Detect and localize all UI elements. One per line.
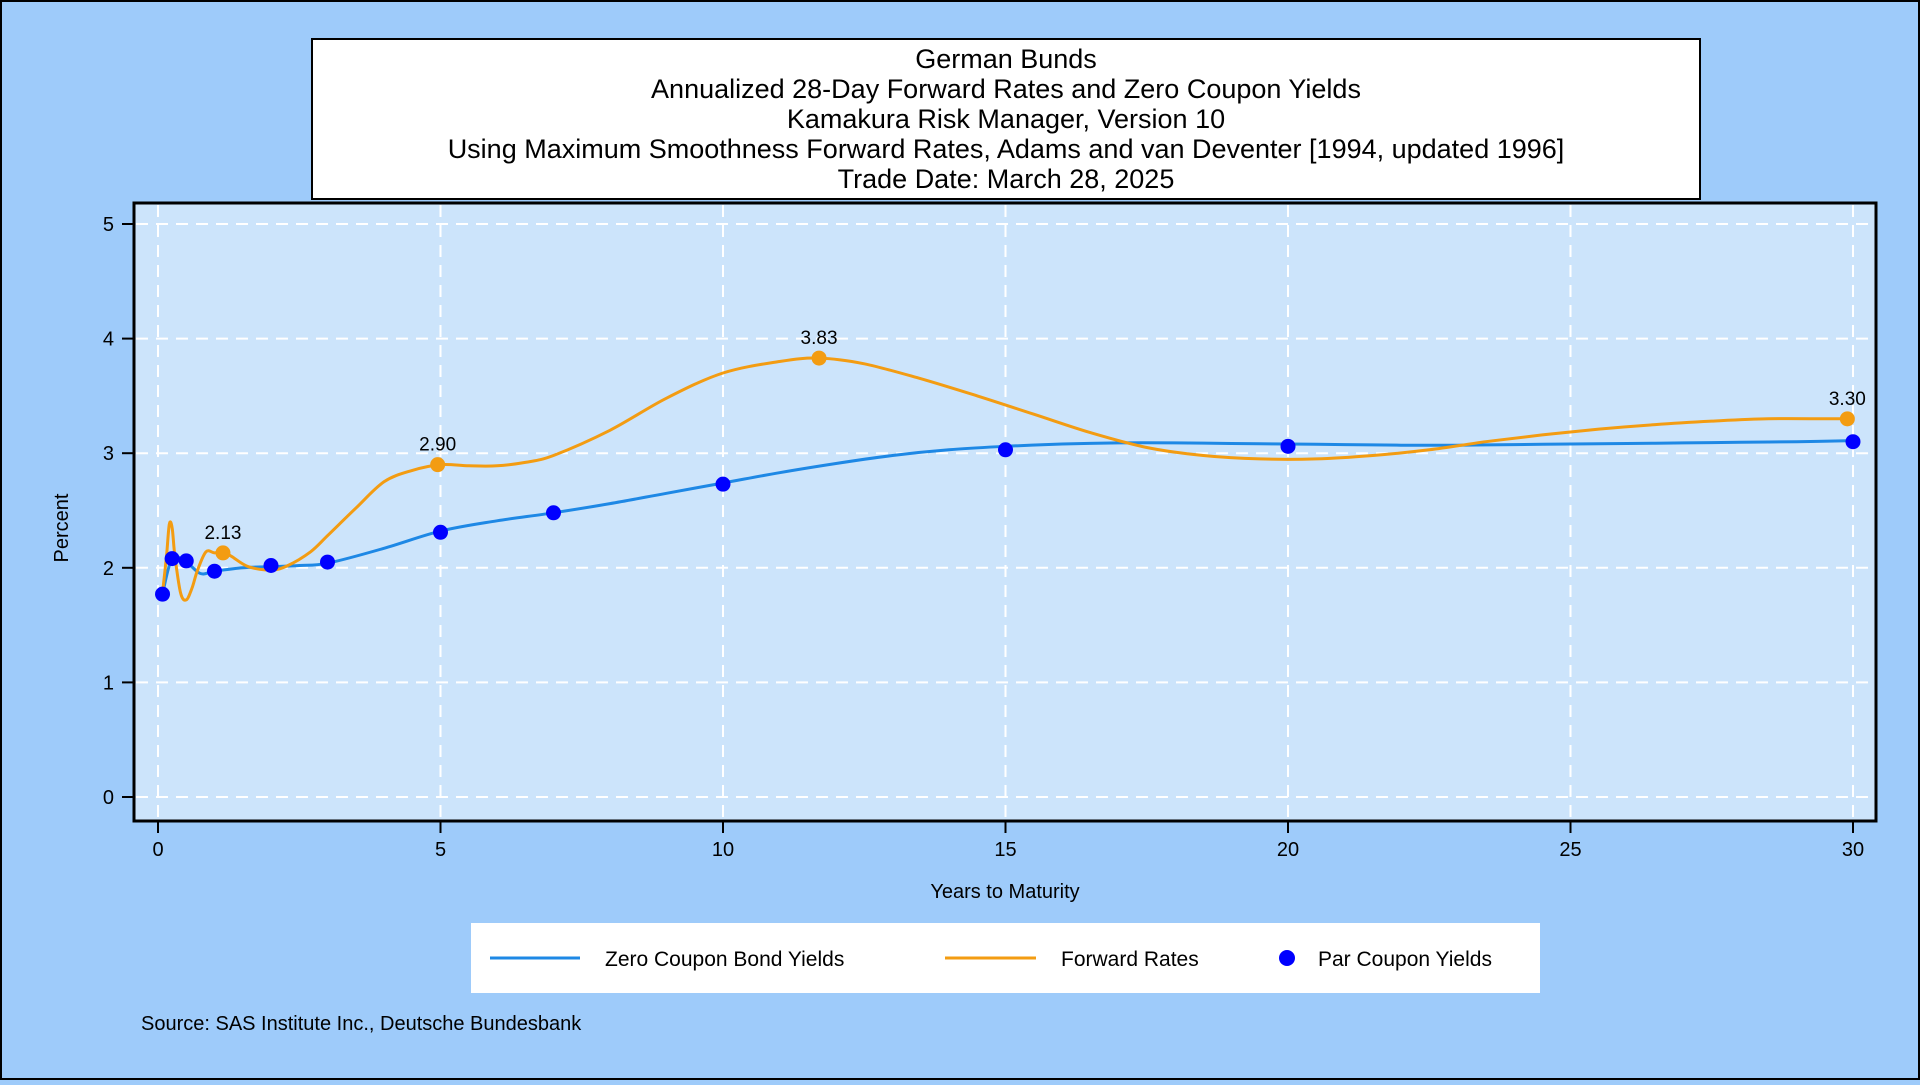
legend: Zero Coupon Bond Yields Forward Rates Pa… <box>471 923 1540 993</box>
par-yield-point <box>1280 438 1296 454</box>
y-tick-label: 1 <box>103 672 114 694</box>
legend-forward-label: Forward Rates <box>1061 948 1199 971</box>
forward-rate-marker <box>430 457 446 473</box>
x-tick-label: 0 <box>152 839 163 861</box>
y-tick-label: 0 <box>103 787 114 809</box>
annotation-layer: 2.13 2.90 3.83 3.30 <box>204 328 1865 544</box>
x-tick-label: 30 <box>1842 839 1864 861</box>
par-yield-point <box>546 505 561 521</box>
par-yield-point <box>998 442 1013 458</box>
forward-rate-label: 3.30 <box>1829 389 1866 410</box>
x-axis-title: Years to Maturity <box>930 881 1079 903</box>
par-yield-point <box>155 586 171 602</box>
y-tick-label: 3 <box>103 443 114 465</box>
par-yield-point <box>178 553 194 569</box>
chart-title-line-3: Kamakura Risk Manager, Version 10 <box>787 104 1225 134</box>
par-yield-point <box>715 476 731 492</box>
series-layer <box>155 350 1861 602</box>
forward-rate-label: 3.83 <box>801 328 838 349</box>
y-axis-title: Percent <box>51 493 73 562</box>
legend-zero-coupon-label: Zero Coupon Bond Yields <box>605 948 844 971</box>
par-yield-point <box>164 551 180 567</box>
par-yield-point <box>207 563 222 579</box>
forward-rate-marker <box>1839 411 1855 427</box>
y-tick-label: 5 <box>103 214 114 236</box>
chart-title-line-5: Trade Date: March 28, 2025 <box>838 164 1175 194</box>
axes: 0 1 2 3 4 5 0 5 10 15 20 25 30 <box>103 214 1864 861</box>
chart-title-line-1: German Bunds <box>915 44 1097 74</box>
par-yield-point <box>320 554 335 570</box>
source-note: Source: SAS Institute Inc., Deutsche Bun… <box>141 1013 582 1035</box>
x-tick-label: 20 <box>1277 839 1299 861</box>
par-yield-point <box>433 524 448 540</box>
forward-rate-label: 2.13 <box>204 523 241 544</box>
x-tick-label: 5 <box>435 839 446 861</box>
forward-rate-marker <box>811 350 827 366</box>
par-yield-point <box>263 558 279 574</box>
x-tick-label: 25 <box>1559 839 1581 861</box>
y-tick-label: 2 <box>103 558 114 580</box>
x-tick-label: 10 <box>712 839 734 861</box>
chart-title-line-2: Annualized 28-Day Forward Rates and Zero… <box>651 74 1361 104</box>
y-tick-label: 4 <box>103 329 114 351</box>
title-box-frame <box>311 38 1701 200</box>
title-box: German Bunds Annualized 28-Day Forward R… <box>311 38 1701 200</box>
series-line-forward-rates <box>161 356 1849 602</box>
forward-rate-label: 2.90 <box>419 435 456 456</box>
chart-title-line-4: Using Maximum Smoothness Forward Rates, … <box>448 134 1565 164</box>
legend-par-label: Par Coupon Yields <box>1318 948 1492 971</box>
x-tick-label: 15 <box>994 839 1016 861</box>
par-yield-point <box>1845 434 1861 450</box>
forward-rate-marker <box>215 545 231 561</box>
legend-par-swatch <box>1279 950 1295 966</box>
